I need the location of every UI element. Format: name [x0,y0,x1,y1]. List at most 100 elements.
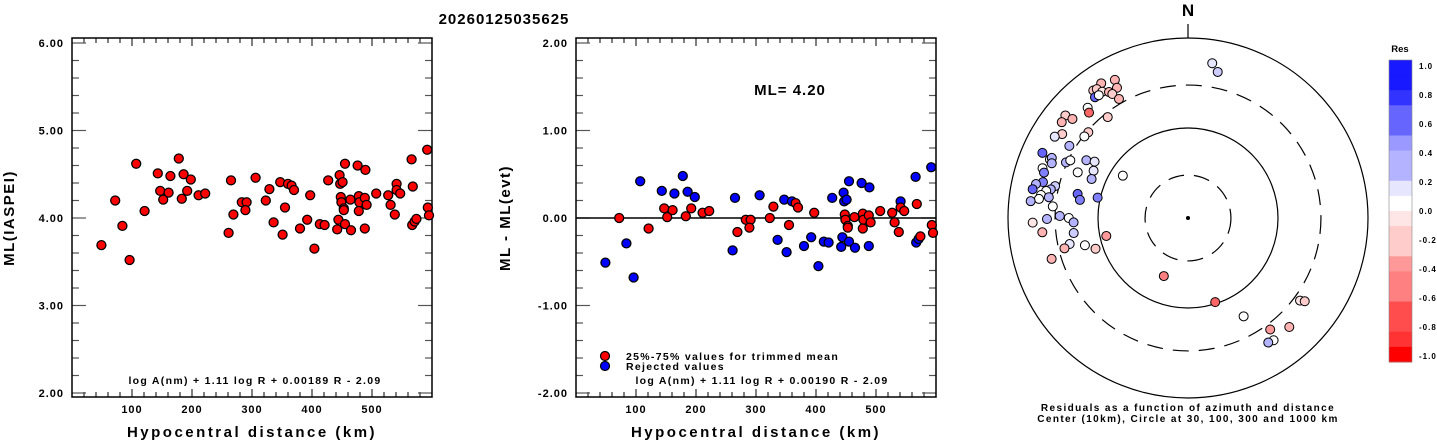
residual-point-used [809,207,820,218]
station-residual-point [1299,296,1310,307]
station-residual-point [1101,230,1112,241]
legend-rejected-marker [599,360,611,372]
residual-point-rejected [836,241,847,253]
ml-point [338,204,349,216]
station-residual-point [1068,228,1079,239]
residual-point-used [614,212,625,224]
station-residual-point [1088,165,1099,176]
colorbar-band [1389,241,1412,257]
panel1-points [96,144,435,266]
station-residual-point [1265,324,1276,335]
ml-point [124,254,135,266]
x-tick-label: 200 [685,404,706,416]
polar-rings [1007,37,1369,399]
ml-point [277,229,288,240]
residual-point-used [732,226,743,238]
y-tick-label: 1.00 [543,126,568,138]
station-residual-point [1284,321,1295,332]
colorbar-band [1389,135,1412,152]
colorbar-label: 0.0 [1419,207,1433,216]
ml-point [359,223,370,234]
residual-point-rejected [621,238,632,249]
station-residual-point [1025,196,1036,207]
ml-point [110,195,121,206]
residual-point-used [662,211,673,223]
ml-point [385,199,396,211]
station-residual-point [1207,58,1218,69]
y-tick-label: 6.00 [39,38,64,50]
residual-point-rejected [600,257,611,268]
station-residual-point [1064,140,1075,151]
colorbar-band [1389,286,1412,303]
station-residual-point [1102,112,1113,123]
ml-point [165,170,176,182]
colorbar-label: 0.8 [1419,91,1433,100]
residual-point-rejected [841,194,852,205]
station-residual-point [1067,113,1078,124]
residual-point-rejected [806,232,817,243]
colorbar-label: -0.4 [1419,265,1437,274]
station-residual-point [1056,117,1067,128]
residual-point-rejected [772,234,783,246]
panel2-ylabel: ML - ML(evt) [497,165,514,271]
ml-point [353,205,364,217]
colorbar-band [1389,90,1412,106]
station-residual-point [1210,297,1221,308]
station-residual-point [1081,155,1092,166]
polar-caption-line1: Residuals as a function of azimuth and d… [1041,403,1335,414]
ml-point [423,210,435,221]
residual-point-used [849,211,860,223]
panel2-points [600,162,939,283]
y-tick-label: 3.00 [39,301,64,313]
y-tick-label: 0.00 [543,213,568,225]
residual-point-rejected [798,240,810,252]
ml-point [260,195,271,206]
colorbar-frame [1388,59,1413,363]
colorbar-band [1389,331,1412,348]
ml-point [305,190,316,201]
station-residual-point [1074,194,1085,205]
colorbar-band [1389,150,1412,167]
residual-point-rejected [635,176,646,187]
station-residual-point [1113,93,1124,104]
colorbar: 1.0 0.8 0.6 0.4 0.2 0.0 -0.2 -0.4 -0.6 -0.8 -1.0 [1388,59,1437,363]
ml-point [264,183,275,195]
station-residual-point [1079,240,1090,251]
colorbar-band [1389,195,1412,212]
ml-point [178,169,189,180]
ml-point [406,154,417,165]
residual-point-rejected [781,246,792,258]
residual-point-rejected [677,170,688,182]
x-tick-label: 500 [865,404,886,416]
panel2-xlabel: Hypocentral distance (km) [631,424,881,441]
polar-points [1025,58,1310,348]
ml-point [158,194,169,205]
ring-300km [1054,84,1322,352]
residual-point-rejected [813,260,824,272]
residual-point-used [899,205,910,217]
station-residual-point [1046,158,1057,169]
x-tick-label: 500 [361,404,382,416]
residual-point-used [915,231,926,242]
ml-point [152,168,163,179]
residual-point-used [865,217,876,228]
residual-point-rejected [849,242,861,253]
ml-point [139,205,150,217]
ml-point [155,185,166,197]
residual-point-rejected [863,240,874,252]
residual-point-used [768,201,779,212]
residual-point-rejected [656,185,667,197]
ml-point [345,194,356,205]
ml-point [96,239,107,251]
station-residual-point [1027,217,1038,228]
colorbar-band [1389,60,1412,76]
residual-point-rejected [864,182,875,193]
station-residual-point [1033,193,1044,204]
residual-point-used [911,198,922,210]
ml-point [332,224,343,235]
x-tick-label: 200 [181,404,202,416]
residual-point-rejected [669,188,680,199]
ml-point [268,217,279,228]
station-residual-point [1068,217,1079,228]
